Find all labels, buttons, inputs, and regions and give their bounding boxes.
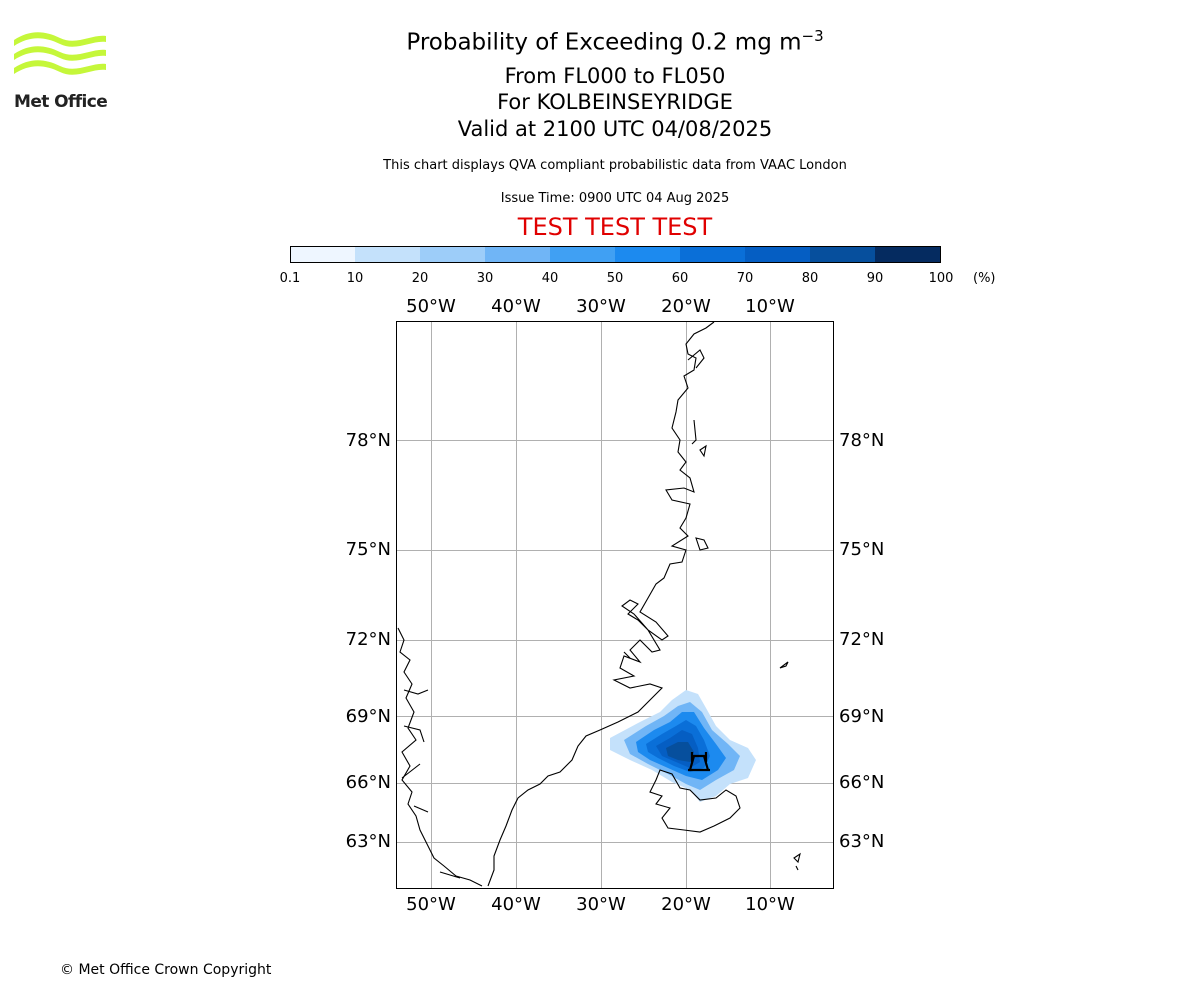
colorbar-frame: [290, 246, 941, 263]
colorbar-tick-label: 90: [866, 271, 884, 286]
issue-time: Issue Time: 0900 UTC 04 Aug 2025: [500, 191, 730, 206]
colorbar-segment: [810, 246, 875, 263]
axis-label: 20°W: [661, 894, 711, 915]
map-frame: [396, 321, 834, 889]
colorbar-tick-label: 70: [736, 271, 754, 286]
axis-label: 69°N: [346, 706, 391, 727]
colorbar-tick-label: 100: [928, 271, 954, 286]
colorbar-segment: [290, 246, 355, 263]
test-banner: TEST TEST TEST: [517, 213, 713, 241]
colorbar-tick-label: 50: [606, 271, 624, 286]
colorbar-tick-label: 20: [411, 271, 429, 286]
longitude-labels-bottom: 50°W 40°W 30°W 20°W 10°W: [406, 894, 795, 915]
gridlines: [396, 321, 834, 889]
colorbar-segment: [355, 246, 420, 263]
met-office-logo: Met Office: [14, 30, 108, 112]
axis-label: 66°N: [346, 772, 391, 793]
latitude-labels-right: 78°N 75°N 72°N 69°N 66°N 63°N: [839, 430, 884, 852]
axis-label: 72°N: [346, 629, 391, 650]
region-name: For KOLBEINSEYRIDGE: [497, 90, 733, 114]
colorbar: [290, 246, 941, 263]
axis-label: 40°W: [491, 894, 541, 915]
axis-label: 75°N: [346, 539, 391, 560]
colorbar-tick-label: 40: [541, 271, 559, 286]
coastlines: [397, 321, 801, 887]
colorbar-segment: [745, 246, 810, 263]
colorbar-segment: [875, 246, 941, 263]
axis-label: 75°N: [839, 539, 884, 560]
colorbar-segment: [420, 246, 485, 263]
colorbar-tick-label: 10: [346, 271, 364, 286]
chart-title: Probability of Exceeding 0.2 mg m−3: [406, 27, 824, 56]
axis-label: 50°W: [406, 894, 456, 915]
colorbar-tick-label: 60: [671, 271, 689, 286]
ash-probability-field: [610, 690, 756, 802]
latitude-labels-left: 78°N 75°N 72°N 69°N 66°N 63°N: [346, 430, 391, 852]
axis-label: 78°N: [839, 430, 884, 451]
axis-label: 30°W: [576, 296, 626, 317]
axis-label: 50°W: [406, 296, 456, 317]
colorbar-segment: [680, 246, 745, 263]
axis-label: 20°W: [661, 296, 711, 317]
axis-label: 10°W: [745, 296, 795, 317]
axis-label: 30°W: [576, 894, 626, 915]
colorbar-tick-label: 0.1: [279, 271, 301, 286]
axis-label: 66°N: [839, 772, 884, 793]
colorbar-unit: (%): [973, 271, 996, 286]
axis-label: 72°N: [839, 629, 884, 650]
colorbar-tick-label: 80: [801, 271, 819, 286]
volcano-icon: [688, 752, 710, 772]
axis-label: 63°N: [346, 831, 391, 852]
axis-label: 10°W: [745, 894, 795, 915]
colorbar-segment: [615, 246, 680, 263]
colorbar-tick-label: 30: [476, 271, 494, 286]
flight-level-range: From FL000 to FL050: [504, 64, 726, 88]
axis-label: 63°N: [839, 831, 884, 852]
logo-text: Met Office: [14, 92, 108, 112]
axis-label: 40°W: [491, 296, 541, 317]
chart-description: This chart displays QVA compliant probab…: [383, 158, 847, 173]
axis-label: 78°N: [346, 430, 391, 451]
copyright: © Met Office Crown Copyright: [60, 962, 272, 978]
valid-time: Valid at 2100 UTC 04/08/2025: [457, 117, 773, 141]
colorbar-segment: [550, 246, 615, 263]
longitude-labels-top: 50°W 40°W 30°W 20°W 10°W: [406, 296, 795, 317]
colorbar-segment: [485, 246, 550, 263]
axis-label: 69°N: [839, 706, 884, 727]
